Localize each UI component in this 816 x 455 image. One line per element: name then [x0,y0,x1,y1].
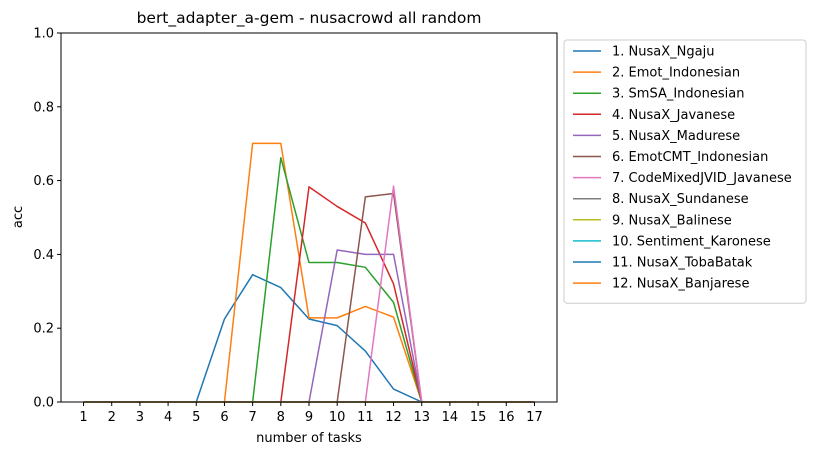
legend: 1. NusaX_Ngaju 2. Emot_Indonesian 3. SmSA_… [563,39,807,304]
x-tick-label: 13 [413,410,430,425]
x-axis: 1 2 3 4 5 6 7 8 9 10 11 12 13 14 15 16 17 [79,402,543,425]
x-tick-label: 2 [108,410,116,425]
x-tick-label: 15 [470,410,487,425]
series-line [83,142,535,403]
legend-label: 2. Emot_Indonesian [612,66,740,81]
legend-label: 7. CodeMixedJVID_Javanese [612,171,792,186]
y-tick-label: 0.2 [33,322,54,337]
x-tick-label: 6 [220,410,228,425]
plot-area [83,142,535,403]
series-line [83,185,535,403]
x-tick-label: 3 [136,410,144,425]
x-tick-label: 4 [164,410,172,425]
legend-label: 12. NusaX_Banjarese [612,277,749,292]
x-tick-label: 14 [442,410,459,425]
legend-label: 8. NusaX_Sundanese [612,192,749,207]
series-line [83,249,535,403]
legend-label: 4. NusaX_Javanese [612,108,735,123]
series-line [83,156,535,403]
x-tick-label: 5 [192,410,200,425]
legend-label: 5. NusaX_Madurese [612,129,740,144]
plot-frame [60,32,558,403]
series-line [83,273,535,403]
y-axis-label: acc [11,206,26,228]
x-tick-label: 8 [277,410,285,425]
legend-label: 1. NusaX_Ngaju [612,45,714,60]
y-tick-label: 0.6 [33,174,54,189]
x-axis-label: number of tasks [256,431,362,446]
x-tick-label: 17 [526,410,543,425]
x-tick-label: 16 [498,410,515,425]
legend-label: 11. NusaX_TobaBatak [612,256,753,271]
y-tick-label: 0.0 [33,396,54,411]
x-tick-label: 7 [248,410,256,425]
legend-label: 3. SmSA_Indonesian [612,87,744,102]
y-tick-label: 1.0 [33,27,54,42]
series-line [83,186,535,403]
x-tick-label: 12 [385,410,402,425]
y-tick-label: 0.8 [33,100,54,115]
x-tick-label: 11 [357,410,374,425]
legend-label: 6. EmotCMT_Indonesian [612,150,768,165]
legend-label: 10. Sentiment_Karonese [612,234,771,249]
x-tick-label: 9 [305,410,313,425]
chart-title: bert_adapter_a-gem - nusacrowd all rando… [137,9,482,28]
series-line [83,192,535,403]
legend-label: 9. NusaX_Balinese [612,213,732,228]
y-tick-label: 0.4 [33,248,54,263]
x-tick-label: 10 [329,410,346,425]
legend-frame [563,39,807,304]
y-axis: 0.0 0.2 0.4 0.6 0.8 1.0 [33,27,61,411]
x-tick-label: 1 [79,410,87,425]
